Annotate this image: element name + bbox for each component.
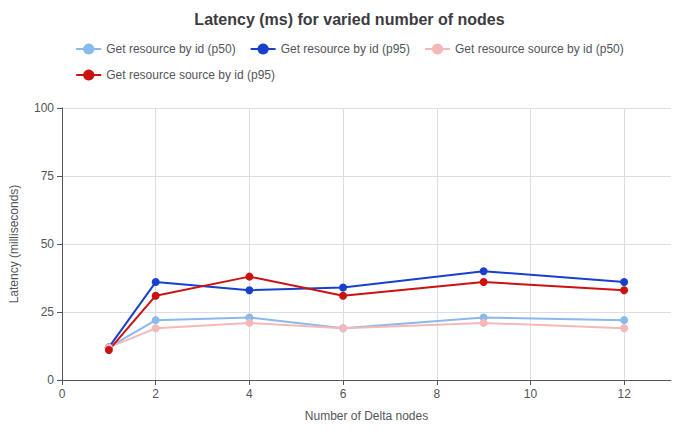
svg-text:12: 12 [617, 387, 631, 401]
svg-text:75: 75 [41, 169, 55, 183]
svg-text:4: 4 [246, 387, 253, 401]
svg-text:Get resource by id (p95): Get resource by id (p95) [281, 42, 410, 56]
svg-text:100: 100 [34, 101, 54, 115]
svg-text:2: 2 [152, 387, 159, 401]
svg-text:Get resource source by id (p95: Get resource source by id (p95) [106, 68, 275, 82]
svg-text:Get resource by id (p50): Get resource by id (p50) [106, 42, 235, 56]
svg-text:25: 25 [41, 305, 55, 319]
svg-text:10: 10 [524, 387, 538, 401]
svg-text:8: 8 [433, 387, 440, 401]
svg-text:Number of Delta nodes: Number of Delta nodes [305, 409, 428, 423]
svg-text:0: 0 [59, 387, 66, 401]
svg-text:0: 0 [47, 373, 54, 387]
svg-text:Get resource source by id (p50: Get resource source by id (p50) [455, 42, 624, 56]
svg-text:6: 6 [340, 387, 347, 401]
svg-text:Latency (ms) for varied number: Latency (ms) for varied number of nodes [194, 11, 504, 28]
svg-text:Latency (milliseconds): Latency (milliseconds) [7, 185, 21, 304]
svg-text:50: 50 [41, 237, 55, 251]
